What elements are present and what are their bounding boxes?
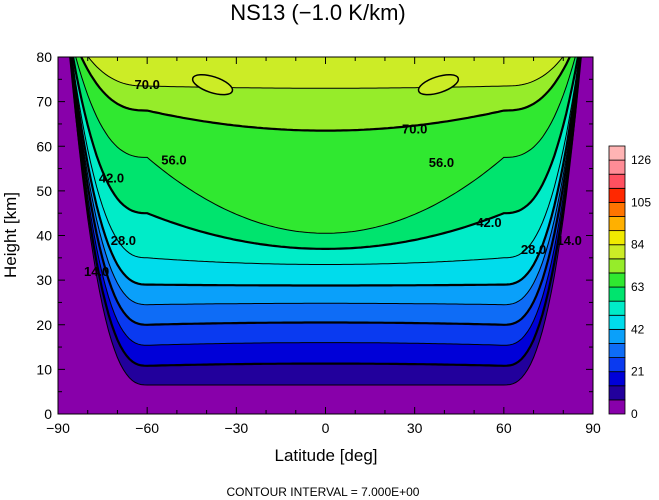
x-tick-label: 0 (322, 420, 330, 436)
contour-line-42 (70, 57, 581, 287)
maximum-lobe-north (417, 73, 460, 96)
contour-interval-note: CONTOUR INTERVAL = 7.000E+00 (227, 485, 420, 499)
contour-line-7 (69, 57, 582, 386)
contour-line-14 (69, 57, 582, 367)
y-tick-label: 80 (36, 49, 52, 65)
y-tick-label: 70 (36, 94, 52, 110)
contour-line-56 (71, 57, 580, 250)
colorbar-swatch (608, 173, 626, 189)
colorbar-swatch (608, 216, 626, 232)
colorbar-swatch (608, 385, 626, 401)
y-tick-label: 20 (36, 317, 52, 333)
contour-line-21 (69, 57, 582, 346)
colorbar-swatch (608, 258, 626, 274)
chart-title: NS13 (−1.0 K/km) (230, 0, 405, 25)
colorbar-label: 126 (631, 153, 651, 167)
colorbar-swatch (608, 187, 626, 203)
y-axis-label: Height [km] (1, 192, 20, 278)
contour-line-28 (69, 57, 582, 326)
colorbar-swatch (608, 328, 626, 344)
x-tick-label: −90 (46, 420, 70, 436)
colorbar-swatch (608, 244, 626, 260)
contour-label: 42.0 (99, 170, 124, 185)
x-axis-label: Latitude [deg] (274, 446, 377, 465)
y-tick-label: 10 (36, 361, 52, 377)
colorbar-label: 0 (631, 407, 638, 421)
colorbar-swatch (608, 343, 626, 358)
colorbar-swatch (608, 357, 626, 373)
colorbar-swatch (608, 314, 626, 330)
colorbar-swatch (608, 145, 626, 161)
colorbar-swatch (608, 286, 626, 302)
y-tick-label: 60 (36, 138, 52, 154)
contour-label: 14.0 (84, 264, 109, 279)
x-tick-label: −60 (135, 420, 159, 436)
y-tick-label: 0 (44, 406, 52, 422)
colorbar-swatch (608, 371, 626, 387)
y-tick-label: 50 (36, 183, 52, 199)
contour-label: 70.0 (135, 77, 160, 92)
contour-label: 70.0 (402, 121, 427, 136)
colorbar-swatch (608, 300, 626, 316)
contour-line-49 (71, 57, 580, 265)
colorbar-label: 63 (631, 280, 645, 294)
colorbar-label: 105 (631, 195, 651, 209)
contour-line-63 (75, 57, 576, 234)
colorbar-label: 42 (631, 322, 645, 336)
y-tick-label: 30 (36, 272, 52, 288)
x-tick-label: 30 (407, 420, 423, 436)
colorbar-swatch (608, 159, 626, 175)
x-tick-label: 60 (496, 420, 512, 436)
colorbar-swatch (608, 230, 626, 246)
maximum-lobe-south (191, 73, 234, 96)
contour-label: 28.0 (111, 233, 136, 248)
colorbar-label: 21 (631, 365, 645, 379)
contour-line-35 (70, 57, 581, 306)
contour-label: 28.0 (521, 242, 546, 257)
x-tick-label: −30 (224, 420, 248, 436)
contour-line-70 (80, 57, 571, 132)
contour-label: 14.0 (557, 233, 582, 248)
colorbar-swatch (608, 202, 626, 217)
colorbar-swatch (608, 399, 626, 415)
colorbar-swatch (608, 272, 626, 288)
contour-line-77 (87, 57, 564, 89)
x-tick-label: 90 (585, 420, 601, 436)
y-tick-label: 40 (36, 228, 52, 244)
contour-label: 56.0 (429, 155, 454, 170)
contour-label: 42.0 (476, 215, 501, 230)
colorbar-label: 84 (631, 238, 645, 252)
contour-label: 56.0 (161, 153, 186, 168)
colorbar: 0 21 42 63 84 105 126 (608, 145, 651, 421)
